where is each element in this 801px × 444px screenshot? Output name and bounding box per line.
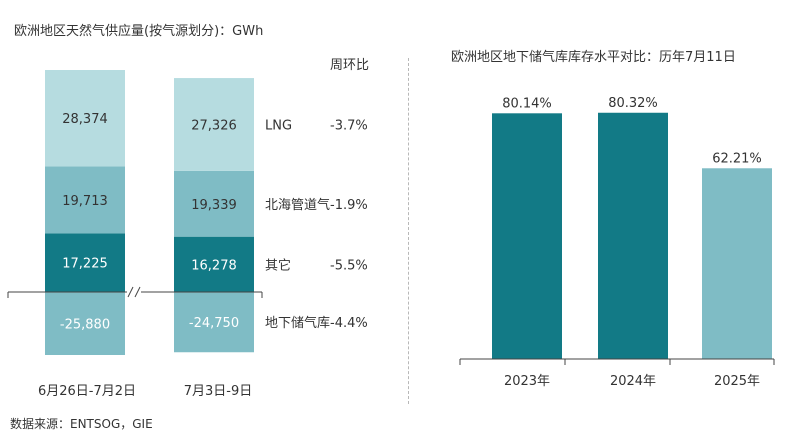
storage-bar xyxy=(702,168,772,359)
data-label-lng: 28,374 xyxy=(62,112,108,127)
wow-change-storage: -4.4% xyxy=(330,316,368,331)
data-label-other: 17,225 xyxy=(62,257,108,272)
data-label: 80.14% xyxy=(502,96,552,111)
data-label-lng: 27,326 xyxy=(191,118,237,133)
data-label-north-sea: 19,339 xyxy=(191,198,237,213)
data-label-north-sea: 19,713 xyxy=(62,194,108,209)
x-tick-label: 2024年 xyxy=(610,374,656,389)
panel-divider xyxy=(408,58,409,404)
wow-header: 周环比 xyxy=(330,58,370,73)
legend-label-other: 其它 xyxy=(265,257,291,273)
wow-change-other: -5.5% xyxy=(330,258,368,273)
data-source: 数据来源：ENTSOG，GIE xyxy=(10,417,153,431)
bar-segment-storage xyxy=(45,292,125,355)
bar-segment-lng xyxy=(174,78,254,171)
bar-segment-lng xyxy=(45,70,125,167)
bar-segment-storage xyxy=(174,292,254,353)
data-label: 62.21% xyxy=(712,151,762,166)
data-label: 80.32% xyxy=(608,96,658,111)
x-tick-label: 2023年 xyxy=(504,374,550,389)
data-label-storage: -24,750 xyxy=(189,316,239,331)
data-label-storage: -25,880 xyxy=(60,318,110,333)
bar-segment-other xyxy=(174,236,254,292)
data-label-other: 16,278 xyxy=(191,258,237,273)
wow-change-lng: -3.7% xyxy=(330,118,368,133)
legend-label-storage: 地下储气库 xyxy=(265,315,330,331)
right-chart-title: 欧洲地区地下储气库库存水平对比：历年7月11日 xyxy=(451,50,736,65)
bar-segment-north-sea xyxy=(174,170,254,237)
storage-bar xyxy=(492,113,562,360)
storage-bar xyxy=(598,112,668,359)
x-tick-label: 6月26日-7月2日 xyxy=(38,384,136,399)
legend-label-north-sea: 北海管道气 xyxy=(265,197,330,213)
x-tick-label: 7月3日-9日 xyxy=(184,384,253,399)
bar-segment-other xyxy=(45,233,125,292)
axis-break-mark xyxy=(127,286,134,298)
x-tick-label: 2025年 xyxy=(714,374,760,389)
legend-label-lng: LNG xyxy=(265,118,292,133)
left-chart-title: 欧洲地区天然气供应量(按气源划分)：GWh xyxy=(14,24,264,39)
wow-change-north-sea: -1.9% xyxy=(330,198,368,213)
bar-segment-north-sea xyxy=(45,166,125,234)
axis-break-mark xyxy=(134,286,141,298)
